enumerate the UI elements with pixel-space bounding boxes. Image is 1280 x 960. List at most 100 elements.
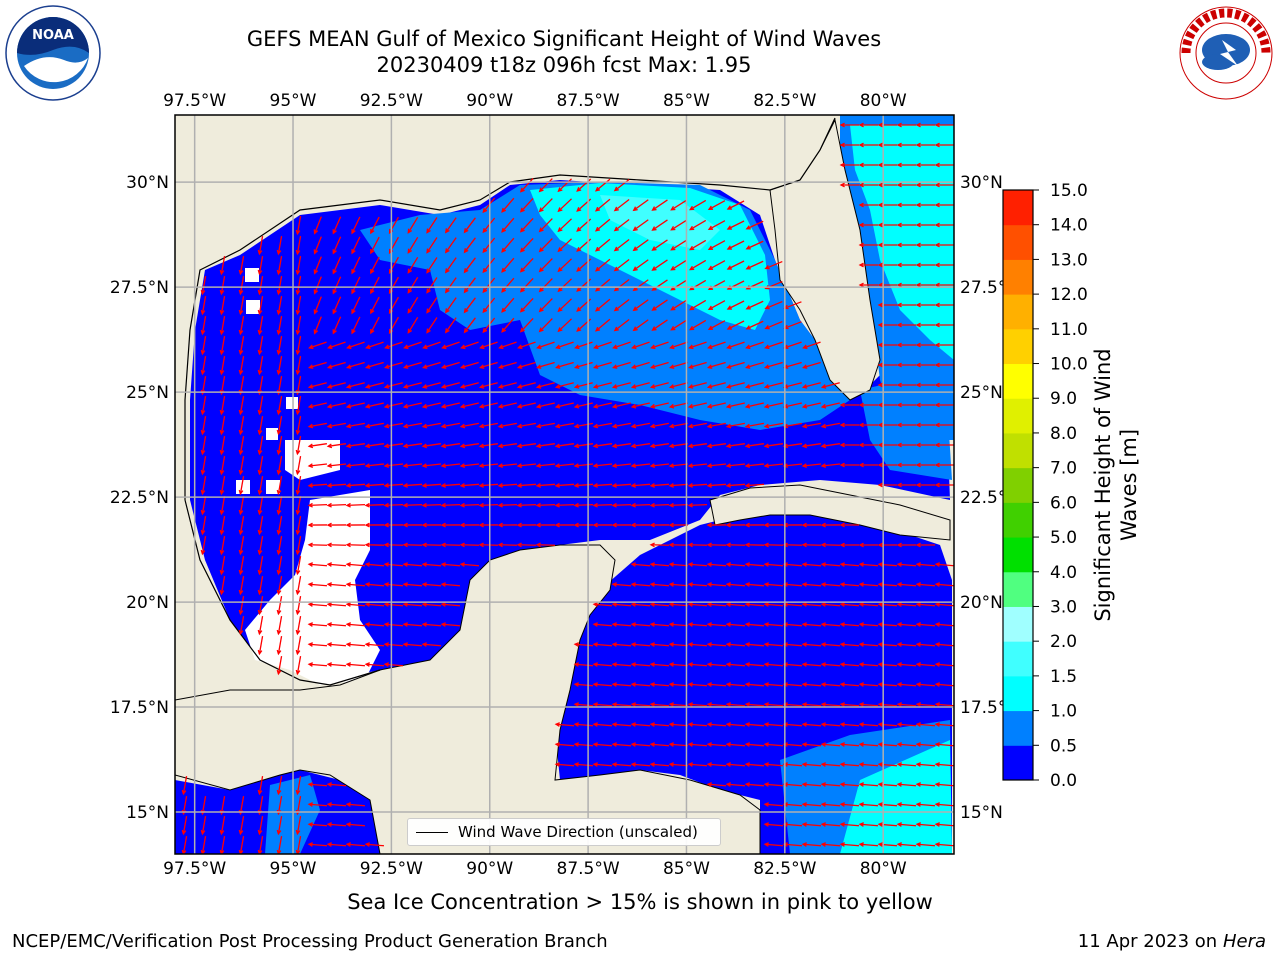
- wave-arrow: [706, 562, 727, 567]
- wave-arrow: [630, 702, 651, 707]
- wave-arrow: [630, 361, 650, 369]
- wave-arrow: [440, 422, 460, 429]
- wave-arrow: [839, 802, 860, 807]
- wave-arrow: [744, 382, 764, 389]
- wave-arrow: [238, 416, 245, 436]
- wave-arrow: [313, 296, 322, 315]
- wave-arrow: [744, 642, 765, 647]
- wave-arrow: [402, 502, 423, 508]
- wave-arrow: [877, 562, 898, 567]
- wave-arrow: [516, 382, 536, 389]
- wave-arrow: [307, 361, 327, 369]
- wave-arrow: [706, 582, 727, 587]
- wave-arrow: [332, 256, 342, 275]
- wave-arrow: [307, 443, 327, 449]
- wave-arrow: [383, 382, 403, 389]
- wave-arrow: [307, 782, 328, 787]
- wave-arrow: [345, 582, 366, 587]
- wave-arrow: [554, 443, 574, 449]
- colorbar-tick-label: 2.0: [1050, 632, 1077, 652]
- lon-tick-label-bottom: 80°W: [860, 859, 907, 879]
- wave-arrow: [257, 276, 264, 296]
- wave-arrow: [744, 762, 765, 767]
- wave-arrow: [402, 382, 422, 389]
- wave-arrow: [763, 702, 784, 707]
- wave-arrow: [858, 282, 878, 288]
- wave-arrow: [632, 239, 649, 252]
- wave-arrow: [364, 842, 385, 847]
- wave-arrow: [463, 297, 476, 314]
- wave-arrow: [687, 722, 708, 727]
- wave-arrow: [497, 443, 517, 449]
- wave-arrow: [858, 182, 878, 188]
- wave-arrow: [611, 662, 632, 667]
- wave-arrow: [497, 542, 518, 548]
- wave-arrow: [801, 542, 822, 548]
- wave-arrow: [725, 762, 746, 767]
- wave-arrow: [402, 443, 422, 449]
- colorbar-segment: [1003, 224, 1033, 260]
- wave-arrow: [934, 382, 954, 388]
- wave-arrow: [668, 702, 689, 707]
- wave-arrow: [877, 342, 897, 348]
- wave-arrow: [592, 722, 613, 727]
- wave-arrow: [573, 742, 594, 747]
- wave-arrow: [519, 257, 534, 273]
- wave-arrow: [611, 422, 631, 429]
- wave-arrow: [915, 422, 935, 428]
- wave-arrow: [459, 402, 479, 409]
- wave-arrow: [630, 742, 651, 747]
- wave-arrow: [858, 702, 879, 707]
- wave-arrow: [820, 382, 840, 389]
- wave-arrow: [440, 542, 461, 548]
- wave-arrow: [839, 842, 860, 847]
- wave-arrow: [706, 682, 727, 687]
- wave-arrow: [535, 502, 556, 508]
- wave-arrow: [725, 682, 746, 687]
- wave-arrow: [611, 622, 632, 627]
- wave-arrow: [651, 199, 668, 211]
- chart-title: GEFS MEAN Gulf of Mexico Significant Hei…: [246, 27, 882, 51]
- wave-arrow: [536, 341, 555, 350]
- wave-arrow: [440, 582, 461, 587]
- wave-arrow: [307, 463, 328, 469]
- wave-arrow: [649, 402, 669, 409]
- colorbar-tick-label: 0.0: [1050, 771, 1077, 791]
- wave-arrow: [611, 582, 632, 587]
- wave-arrow: [649, 662, 670, 667]
- wave-arrow: [820, 542, 841, 548]
- wave-arrow: [820, 602, 841, 607]
- wave-arrow: [744, 422, 764, 429]
- wave-arrow: [744, 443, 764, 449]
- wave-arrow: [858, 662, 879, 667]
- wave-arrow: [535, 443, 555, 449]
- wave-arrow: [877, 622, 898, 627]
- wave-arrow: [517, 341, 536, 350]
- wave-arrow: [200, 316, 207, 336]
- wave-arrow: [670, 219, 687, 231]
- wave-arrow: [934, 422, 954, 428]
- wave-arrow: [877, 202, 897, 208]
- wave-arrow: [613, 238, 630, 252]
- wave-arrow: [877, 822, 898, 827]
- wave-arrow: [313, 216, 322, 235]
- wave-arrow: [839, 722, 860, 727]
- wave-arrow: [440, 443, 460, 449]
- wave-arrow: [332, 236, 342, 255]
- wave-arrow: [295, 336, 302, 356]
- lat-tick-label-right: 25°N: [960, 383, 1003, 403]
- lat-tick-label-right: 30°N: [960, 173, 1003, 193]
- wave-arrow: [632, 319, 649, 332]
- wave-arrow: [839, 782, 860, 787]
- wave-arrow: [934, 842, 954, 847]
- no-data-cell: [246, 300, 260, 314]
- wave-arrow: [820, 762, 841, 767]
- wave-arrow: [820, 443, 840, 449]
- wave-arrow: [801, 682, 822, 687]
- wave-arrow: [383, 602, 404, 607]
- wave-arrow: [934, 122, 954, 128]
- wave-arrow: [801, 762, 822, 767]
- wave-arrow: [276, 576, 283, 596]
- footer-host: Hera: [1222, 931, 1266, 952]
- colorbar-segment: [1003, 363, 1033, 399]
